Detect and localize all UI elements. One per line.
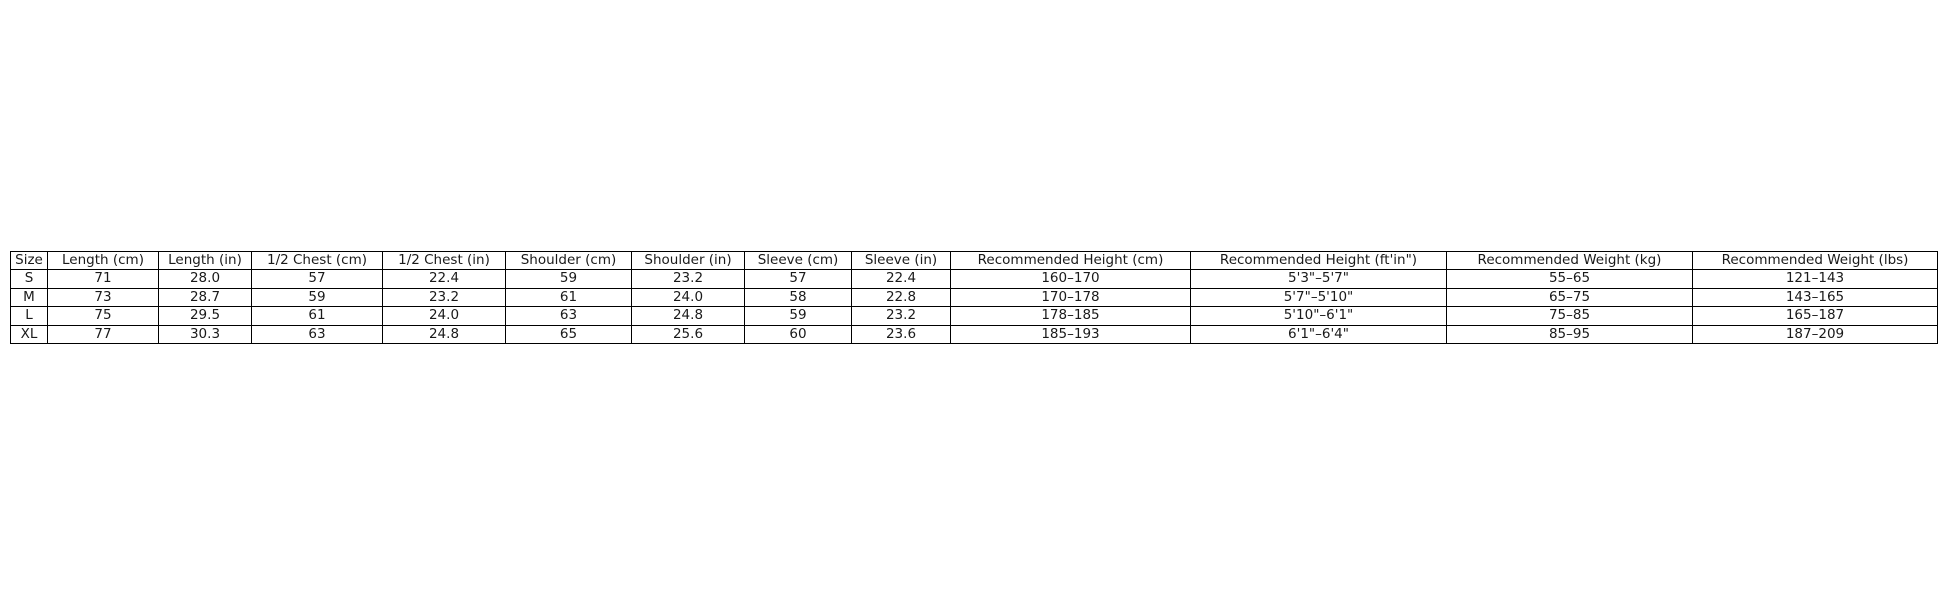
size-label-cell: S xyxy=(10,269,48,289)
column-header-1: Length (cm) xyxy=(47,250,159,271)
column-header-10: Recommended Height (ft'in") xyxy=(1190,250,1447,271)
table-cell: 61 xyxy=(505,287,632,308)
size-chart-table: Size Length (cm) Length (in) 1/2 Chest (cm)… xyxy=(10,250,1938,344)
table-cell: 5'10"–6'1" xyxy=(1190,306,1447,326)
table-row-s: S 71 28.0 57 22.4 59 23.2 57 22.4 160–170 5'3"–5'7… xyxy=(10,269,1938,289)
table-cell: 24.8 xyxy=(382,324,506,344)
table-cell: 24.0 xyxy=(631,287,745,308)
table-cell: 165–187 xyxy=(1692,306,1938,326)
column-header-5: Shoulder (cm) xyxy=(505,250,632,271)
column-header-9: Recommended Height (cm) xyxy=(950,250,1191,271)
table-body: S 71 28.0 57 22.4 59 23.2 57 22.4 160–170 5'3"–5'7… xyxy=(10,269,1938,344)
table-cell: 23.2 xyxy=(851,306,951,326)
table-cell: 71 xyxy=(47,269,159,289)
table-cell: 75–85 xyxy=(1446,306,1693,326)
table-cell: 187–209 xyxy=(1692,324,1938,344)
table-row-xl: XL 77 30.3 63 24.8 65 25.6 60 23.6 185–193 6'1"–6'… xyxy=(10,324,1938,344)
table-cell: 57 xyxy=(744,269,852,289)
table-cell: 55–65 xyxy=(1446,269,1693,289)
table-cell: 5'7"–5'10" xyxy=(1190,287,1447,308)
table-cell: 57 xyxy=(251,269,383,289)
table-cell: 22.4 xyxy=(851,269,951,289)
table-cell: 73 xyxy=(47,287,159,308)
table-cell: 63 xyxy=(505,306,632,326)
table-cell: 160–170 xyxy=(950,269,1191,289)
table-cell: 58 xyxy=(744,287,852,308)
table-cell: 65–75 xyxy=(1446,287,1693,308)
size-label-cell: M xyxy=(10,287,48,308)
column-header-7: Sleeve (cm) xyxy=(744,250,852,271)
column-header-11: Recommended Weight (kg) xyxy=(1446,250,1693,271)
column-header-6: Shoulder (in) xyxy=(631,250,745,271)
column-header-12: Recommended Weight (lbs) xyxy=(1692,250,1938,271)
table-cell: 85–95 xyxy=(1446,324,1693,344)
size-label-cell: L xyxy=(10,306,48,326)
column-header-8: Sleeve (in) xyxy=(851,250,951,271)
table-cell: 28.0 xyxy=(158,269,252,289)
table-cell: 23.2 xyxy=(631,269,745,289)
table-cell: 178–185 xyxy=(950,306,1191,326)
table-cell: 30.3 xyxy=(158,324,252,344)
column-header-3: 1/2 Chest (cm) xyxy=(251,250,383,271)
table-cell: 6'1"–6'4" xyxy=(1190,324,1447,344)
table-cell: 23.2 xyxy=(382,287,506,308)
table-cell: 63 xyxy=(251,324,383,344)
table-cell: 59 xyxy=(251,287,383,308)
table-cell: 5'3"–5'7" xyxy=(1190,269,1447,289)
column-header-0: Size xyxy=(10,250,48,271)
table-cell: 170–178 xyxy=(950,287,1191,308)
table-cell: 61 xyxy=(251,306,383,326)
table-cell: 23.6 xyxy=(851,324,951,344)
table-cell: 121–143 xyxy=(1692,269,1938,289)
table-cell: 22.4 xyxy=(382,269,506,289)
table-cell: 24.8 xyxy=(631,306,745,326)
table-cell: 77 xyxy=(47,324,159,344)
table-row-l: L 75 29.5 61 24.0 63 24.8 59 23.2 178–185 5'10"–6'… xyxy=(10,306,1938,326)
table-cell: 28.7 xyxy=(158,287,252,308)
table-cell: 143–165 xyxy=(1692,287,1938,308)
table-cell: 25.6 xyxy=(631,324,745,344)
table-cell: 60 xyxy=(744,324,852,344)
column-header-4: 1/2 Chest (in) xyxy=(382,250,506,271)
table-cell: 59 xyxy=(505,269,632,289)
table-cell: 185–193 xyxy=(950,324,1191,344)
table-cell: 75 xyxy=(47,306,159,326)
table-cell: 65 xyxy=(505,324,632,344)
table-cell: 59 xyxy=(744,306,852,326)
header-row: Size Length (cm) Length (in) 1/2 Chest (cm)… xyxy=(10,250,1938,271)
table-cell: 24.0 xyxy=(382,306,506,326)
table-cell: 29.5 xyxy=(158,306,252,326)
size-label-cell: XL xyxy=(10,324,48,344)
table-row-m: M 73 28.7 59 23.2 61 24.0 58 22.8 170–178 5'7"–5'1… xyxy=(10,287,1938,308)
column-header-2: Length (in) xyxy=(158,250,252,271)
table-cell: 22.8 xyxy=(851,287,951,308)
